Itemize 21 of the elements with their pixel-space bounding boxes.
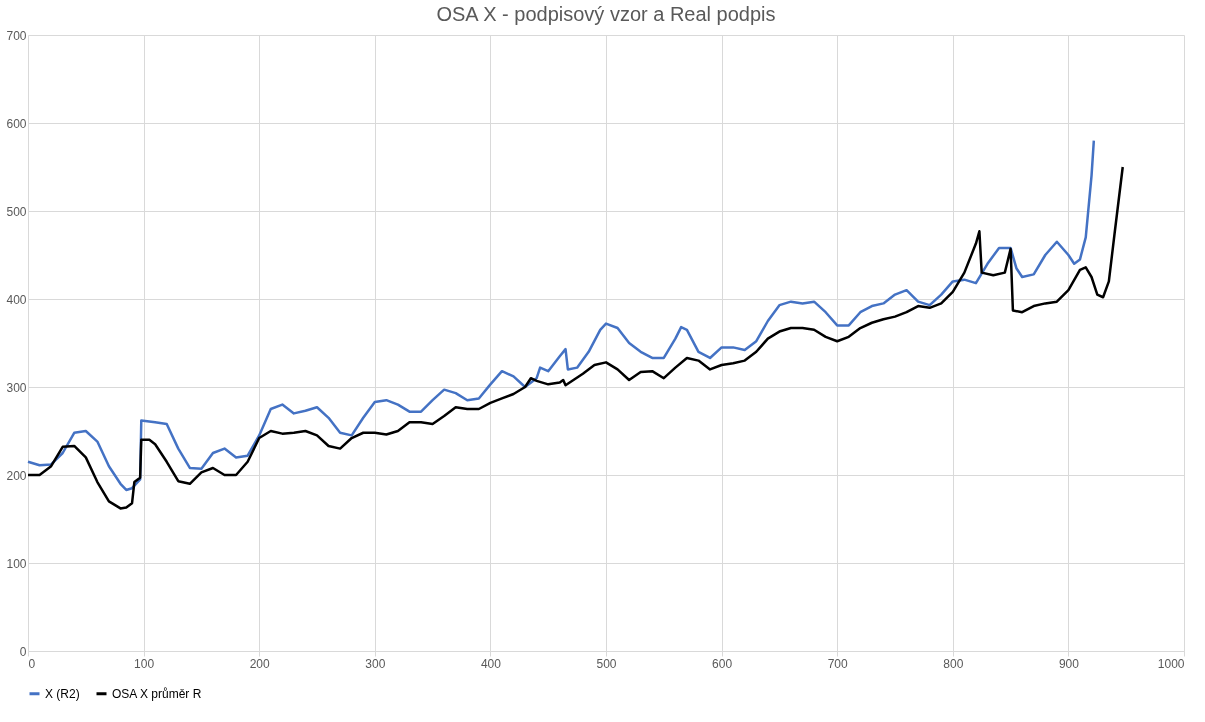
y-tick-label: 0 <box>19 644 27 659</box>
legend-label: X (R2) <box>45 686 80 701</box>
x-tick-label: 900 <box>1058 656 1080 671</box>
y-tick-label: 700 <box>6 28 27 43</box>
x-tick-label: 600 <box>712 656 733 671</box>
y-tick-label: 400 <box>6 292 27 307</box>
x-tick-label: 800 <box>943 656 964 671</box>
y-tick-label: 500 <box>6 204 27 219</box>
x-tick-label: 1000 <box>1157 656 1185 671</box>
x-tick-label: 500 <box>596 656 617 671</box>
legend-label: OSA X průměr R <box>112 686 202 701</box>
y-tick-label: 300 <box>6 380 27 395</box>
x-tick-label: 400 <box>480 656 502 671</box>
x-tick-label: 700 <box>827 656 849 671</box>
x-tick-label: 100 <box>134 656 155 671</box>
chart-title: OSA X - podpisový vzor a Real podpis <box>436 3 776 25</box>
x-tick-label: 200 <box>249 656 271 671</box>
y-tick-label: 200 <box>6 468 27 483</box>
y-tick-label: 600 <box>6 116 27 131</box>
y-tick-label: 100 <box>6 556 27 571</box>
x-tick-label: 300 <box>365 656 386 671</box>
